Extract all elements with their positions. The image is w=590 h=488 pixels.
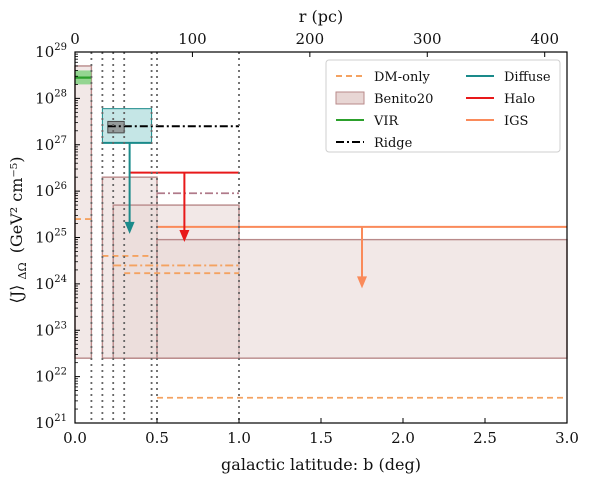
x-tick-label: 0.0: [63, 429, 87, 447]
svg-text:⟨J⟩ ΔΩ (GeV² cm⁻⁵): ⟨J⟩ ΔΩ (GeV² cm⁻⁵): [7, 157, 30, 304]
benito20-band-0: [74, 65, 93, 359]
x-tick-label: 1.5: [309, 429, 333, 447]
y-tick-label: 1023: [35, 320, 67, 339]
legend-label: Diffuse: [504, 70, 551, 85]
top-tick-label: 200: [296, 30, 325, 48]
legend-label: IGS: [504, 114, 528, 129]
legend-label: VIR: [373, 114, 400, 129]
y-axis-label-main: ⟨J⟩: [7, 285, 26, 304]
halo-arrow-head: [179, 229, 190, 242]
y-tick-label: 1024: [35, 274, 67, 293]
axes: 0.0 0.5 1.0 1.5 2.0 2.5 3.0 0 100 200 300 400 1021 10…: [35, 30, 579, 447]
y-tick-label: 1028: [35, 88, 67, 107]
y-axis-label-sub: ΔΩ: [16, 262, 29, 279]
legend: DM-only Benito20 VIR Ridge Diffuse Halo IGS: [325, 59, 561, 153]
y-tick-label: 1029: [35, 42, 67, 61]
top-tick-label: 0: [70, 30, 80, 48]
boundary-lines: [90, 52, 240, 423]
legend-swatch: [335, 91, 365, 105]
legend-label: Halo: [504, 92, 535, 107]
y-axis-label-units: (GeV² cm⁻⁵): [7, 157, 26, 254]
igs-arrow-head: [357, 276, 367, 289]
legend-label: DM-only: [374, 70, 430, 85]
y-tick-label: 1027: [35, 135, 67, 154]
top-tick-label: 100: [178, 30, 207, 48]
x-tick-label: 1.0: [227, 429, 251, 447]
x-tick-label: 0.5: [145, 429, 169, 447]
legend-label: Benito20: [374, 92, 433, 107]
y-tick-label: 1022: [35, 367, 67, 386]
x-tick-label: 3.0: [555, 429, 579, 447]
top-tick-label: 400: [530, 30, 559, 48]
y-tick-label: 1021: [35, 413, 67, 432]
top-tick-label: 300: [413, 30, 442, 48]
top-axis-label: r (pc): [299, 7, 343, 26]
series-lines: [75, 70, 567, 399]
diffuse-arrow-head: [124, 221, 135, 234]
legend-label: Ridge: [374, 136, 413, 151]
y-axis-label: ⟨J⟩ ΔΩ (GeV² cm⁻⁵): [7, 157, 30, 304]
x-tick-label: 2.0: [391, 429, 415, 447]
x-tick-label: 2.5: [473, 429, 497, 447]
legend-box: [325, 59, 561, 153]
y-tick-label: 1025: [35, 228, 67, 247]
y-tick-label: 1026: [35, 181, 67, 200]
x-axis-label: galactic latitude: b (deg): [221, 455, 421, 474]
